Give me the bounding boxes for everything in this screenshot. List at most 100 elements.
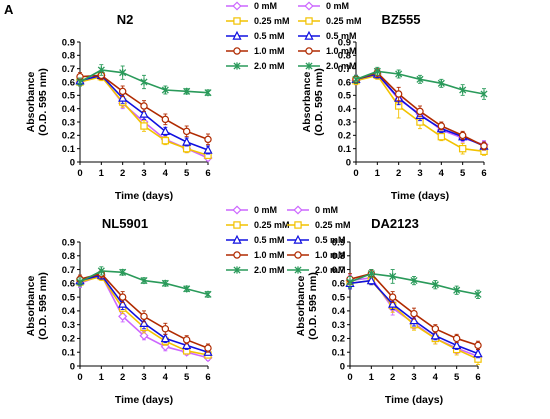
data-point [388, 293, 397, 301]
legend-label: 2.0 mM [254, 61, 285, 71]
y-tick-label: 0.2 [62, 334, 75, 345]
legend: 0 mM 0.25 mM 0.5 mM 1.0 mM 2.0 mM [226, 1, 290, 71]
data-point [182, 136, 192, 146]
x-axis-label: Time (days) [115, 190, 173, 202]
data-point [139, 331, 149, 341]
y-tick-label: 0.2 [332, 334, 345, 345]
chart-panel-3: DA2123 0 0.1 0.2 0.3 0.4 0.5 0.6 0.7 0.8 0.9 0 1 2 3 4 5… [287, 205, 483, 406]
chart-panel-1: BZ555 0 0.1 0.2 0.3 0.4 0.5 0.6 0.7 0.8 0.9 0 1 2 3 4 5 6… [298, 1, 489, 202]
y-tick-label: 0.2 [338, 131, 351, 142]
data-point [76, 278, 84, 286]
data-point [140, 122, 148, 130]
y-tick-label: 0.7 [62, 265, 75, 276]
x-tick-label: 4 [163, 168, 169, 179]
data-point [183, 87, 191, 95]
y-tick-label: 0.6 [62, 77, 75, 88]
legend-marker [233, 251, 241, 259]
data-point [473, 348, 483, 358]
y-axis-label: Absorbance(O.D. 595 nm) [25, 68, 49, 136]
y-tick-label: 0.4 [62, 306, 76, 317]
data-point [480, 90, 488, 98]
data-point [161, 136, 170, 145]
data-point [352, 75, 360, 83]
legend: 0 mM 0.25 mM 0.5 mM 1.0 mM 2.0 mM [298, 1, 362, 71]
x-tick-label: 3 [417, 168, 422, 179]
data-point [118, 298, 128, 308]
data-point [452, 334, 461, 343]
x-tick-label: 0 [77, 168, 82, 179]
data-point [204, 89, 212, 97]
legend-marker [305, 62, 313, 70]
y-tick-label: 0.8 [62, 251, 75, 262]
data-point [394, 90, 403, 98]
y-tick-label: 0.7 [62, 64, 75, 75]
y-tick-label: 0.2 [62, 131, 75, 142]
legend-label: 0.5 mM [326, 31, 357, 41]
data-point [437, 122, 446, 130]
legend-label: 0 mM [254, 205, 277, 215]
legend-marker [233, 62, 241, 70]
legend-label: 0.25 mM [254, 220, 290, 230]
legend-marker [233, 266, 241, 274]
x-tick-label: 1 [99, 168, 105, 179]
chart-title: BZ555 [381, 12, 420, 27]
y-tick-label: 0 [346, 157, 351, 168]
data-point [118, 311, 128, 321]
data-point [140, 78, 148, 86]
legend-marker [232, 205, 242, 215]
y-tick-label: 0.9 [338, 37, 351, 48]
legend-label: 1.0 mM [326, 46, 357, 56]
data-point [182, 144, 191, 153]
data-point [118, 293, 127, 301]
legend-label: 2.0 mM [326, 61, 357, 71]
data-point [458, 131, 467, 140]
data-point [139, 108, 149, 118]
x-tick-label: 4 [433, 372, 439, 383]
x-tick-label: 0 [347, 372, 352, 383]
data-point [183, 285, 191, 293]
legend: 0 mM 0.25 mM 0.5 mM 1.0 mM 2.0 mM [226, 205, 290, 275]
data-point [452, 340, 462, 350]
y-tick-label: 0.8 [332, 251, 345, 262]
y-tick-label: 0.9 [62, 237, 75, 248]
legend-label: 1.0 mM [315, 250, 346, 260]
x-tick-label: 6 [475, 372, 480, 383]
legend-marker [304, 1, 314, 11]
y-tick-label: 0.6 [332, 279, 345, 290]
legend-label: 0.5 mM [254, 235, 285, 245]
data-point [160, 126, 170, 136]
data-point [204, 344, 212, 352]
data-point [458, 144, 467, 153]
data-point [409, 315, 419, 325]
y-tick-label: 0.1 [338, 144, 352, 155]
chart-panel-0: N2 0 0.1 0.2 0.3 0.4 0.5 0.6 0.7 0.8 0.9 0 1 2 3 4 5 6 Tim… [25, 1, 290, 202]
data-point [140, 102, 148, 110]
x-axis-label: Time (days) [115, 394, 173, 406]
legend-label: 0 mM [315, 205, 338, 215]
data-point [119, 268, 127, 276]
data-point [161, 115, 170, 124]
data-point [118, 92, 128, 102]
legend-marker [294, 251, 302, 259]
legend-label: 2.0 mM [315, 265, 346, 275]
data-point [161, 325, 170, 333]
legend-marker [232, 30, 242, 40]
legend-marker [305, 47, 313, 55]
legend-marker [233, 17, 241, 25]
data-point [97, 66, 105, 74]
legend-marker [293, 205, 303, 215]
series-2-0-mM [76, 64, 212, 97]
data-point [437, 132, 446, 141]
x-tick-label: 5 [460, 168, 466, 179]
data-point [204, 135, 212, 144]
data-point [395, 70, 403, 78]
y-axis-label: Absorbance(O.D. 595 nm) [295, 272, 319, 340]
y-tick-label: 0.5 [338, 91, 352, 102]
y-axis-label: Absorbance(O.D. 595 nm) [301, 68, 325, 136]
x-tick-label: 1 [369, 372, 375, 383]
y-tick-label: 0.3 [62, 117, 75, 128]
legend-marker [232, 234, 242, 244]
chart-panel-2: NL5901 0 0.1 0.2 0.3 0.4 0.5 0.6 0.7 0.8 0.9 0 1 2 3 4 5… [25, 205, 290, 406]
data-point [430, 330, 440, 340]
data-point [182, 340, 192, 350]
